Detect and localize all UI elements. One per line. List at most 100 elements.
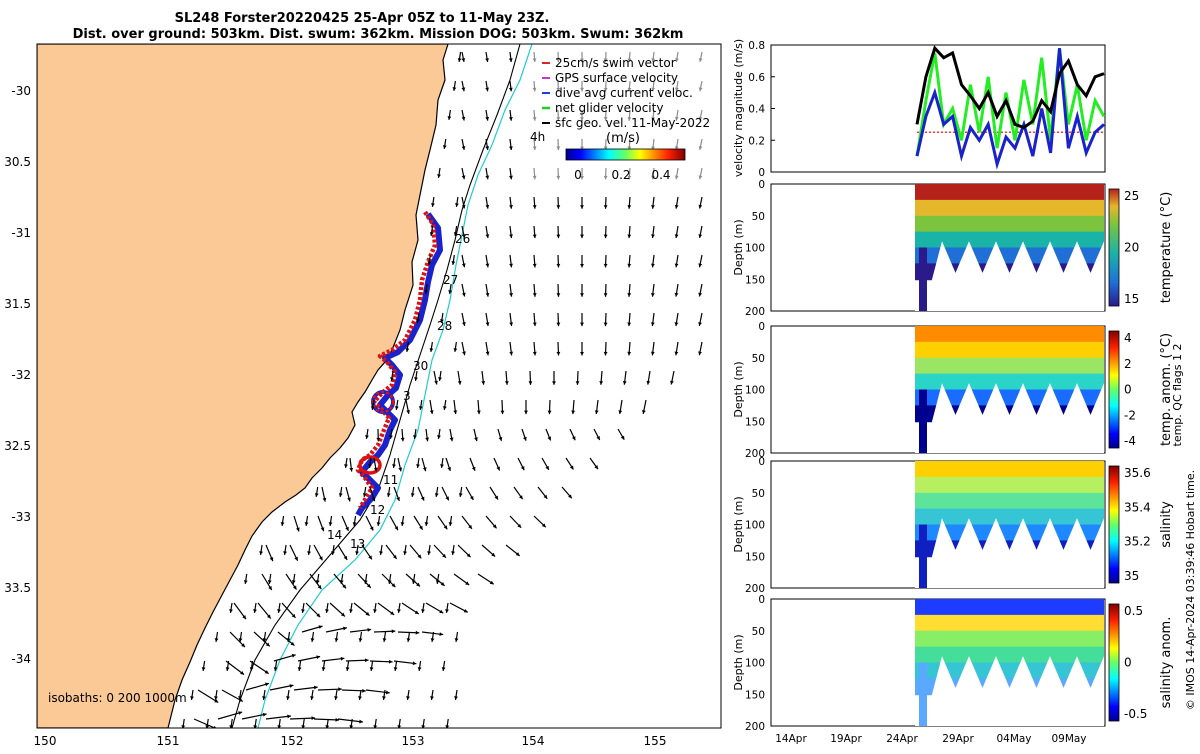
speed-colorbar [566, 149, 685, 160]
y-tick: 150 [745, 689, 765, 701]
section-deep-profile [919, 390, 927, 454]
y-tick: 0 [758, 456, 765, 468]
y-tick: 0 [758, 321, 765, 333]
y-tick: 150 [745, 274, 765, 286]
legend-item: sfc geo. vel. 11-May-2022 [555, 116, 710, 130]
colorbar-tick: 0.5 [1124, 604, 1143, 618]
depth-ylabel: Depth (m) [732, 634, 745, 690]
y-tick: 0.2 [748, 135, 765, 147]
colorbar-tick: -4 [1124, 434, 1136, 448]
x-tick: 29Apr [942, 733, 974, 745]
y-tick: 0 [758, 167, 765, 179]
colorbar-label: salinity anom. [1159, 617, 1174, 709]
depth-ylabel: Depth (m) [732, 361, 745, 417]
section-band [915, 461, 1104, 478]
x-tick: 153 [402, 734, 425, 748]
colorbar-tick: 4 [1124, 331, 1132, 345]
legend-item: 25cm/s swim vector [555, 56, 676, 70]
x-tick: 24Apr [886, 733, 918, 745]
section-deep-profile [919, 663, 927, 727]
isobaths-label: isobaths: 0 200 1000m [48, 691, 187, 705]
day-label: 27 [443, 273, 458, 287]
map-x-axis: 150 151 152 153 154 155 [34, 734, 667, 748]
section-band [915, 342, 1104, 359]
x-tick: 09May [1051, 733, 1086, 745]
figure-title-line2: Dist. over ground: 503km. Dist. swum: 36… [73, 27, 684, 42]
y-tick: 32.5 [4, 439, 31, 453]
y-tick: 30.5 [4, 155, 31, 169]
colorbar-tick: 2 [1124, 357, 1132, 371]
y-tick: 0.8 [748, 40, 765, 52]
day-label: 28 [437, 319, 452, 333]
section-deep-profile [919, 525, 927, 589]
qc-note: temp. QC flags 1 2 [1171, 344, 1184, 447]
section-band [915, 615, 1104, 632]
y-tick: 100 [745, 243, 765, 255]
colorbar-tick: 35 [1124, 569, 1139, 583]
section-colorbar [1109, 189, 1119, 306]
colorbar-tick: -2 [1124, 408, 1136, 422]
colorbar-label: temperature (°C) [1159, 192, 1174, 304]
x-tick: 151 [157, 734, 180, 748]
section-band [915, 631, 1104, 648]
y-tick: 0.6 [748, 72, 765, 84]
figure-title-line1: SL248 Forster20220425 25-Apr 05Z to 11-M… [175, 11, 550, 26]
day-label: 14 [327, 528, 342, 542]
depth-ylabel: Depth (m) [732, 219, 745, 275]
section-band [915, 599, 1104, 616]
colorbar-tick: 20 [1124, 241, 1139, 255]
y-tick: 100 [745, 658, 765, 670]
y-tick: 0 [758, 594, 765, 606]
map-panel: 26 27 28 30 3 11 12 14 13 25cm/s swim ve… [4, 44, 721, 748]
footer-credit: © IMOS 14-Apr-2024 03:39:46 Hobart time. [1184, 470, 1197, 710]
day-label: 11 [383, 473, 398, 487]
y-tick: -30 [11, 84, 31, 98]
velocity-panel: velocity magnitude (m/s) 00.20.40.60.8 [732, 39, 1105, 179]
colorbar-tick: -0.5 [1124, 707, 1147, 721]
y-tick: -34 [11, 652, 31, 666]
y-tick: 200 [745, 306, 765, 318]
y-tick: 50 [752, 353, 765, 365]
legend-item: net glider velocity [555, 101, 663, 115]
x-tick: 150 [34, 734, 57, 748]
colorbar-unit: (m/s) [606, 131, 640, 146]
colorbar-tick: 25 [1124, 189, 1139, 203]
y-tick: 100 [745, 520, 765, 532]
section-band [915, 326, 1104, 343]
y-tick: -31 [11, 226, 31, 240]
scale-label: 4h [530, 130, 545, 144]
colorbar-tick: 0 [1124, 383, 1132, 397]
colorbar-tick: 15 [1124, 292, 1139, 306]
section-colorbar [1109, 604, 1119, 721]
colorbar-tick: 35.2 [1124, 535, 1151, 549]
colorbar-tick: 0 [1124, 656, 1132, 670]
day-label: 30 [413, 359, 428, 373]
section-deep-profile [919, 248, 927, 312]
section-band [915, 200, 1104, 217]
y-tick: -33 [11, 510, 31, 524]
colorbar-tick: 35.4 [1124, 500, 1151, 514]
y-tick: 50 [752, 626, 765, 638]
y-tick: 200 [745, 721, 765, 733]
legend-item: dive avg current veloc. [555, 86, 693, 100]
section-panel: 0 50 100 150 200 Depth (m) 0.5 0 -0.5 salinity an… [732, 594, 1174, 733]
y-tick: 150 [745, 416, 765, 428]
colorbar-tick: 0.4 [651, 168, 670, 182]
colorbar-tick: 35.6 [1124, 466, 1151, 480]
day-label: 26 [455, 232, 470, 246]
y-tick: 50 [752, 211, 765, 223]
colorbar-tick: 0 [574, 168, 582, 182]
y-tick: 31.5 [4, 297, 31, 311]
depth-ylabel: Depth (m) [732, 496, 745, 552]
y-tick: 150 [745, 551, 765, 563]
section-band [915, 477, 1104, 494]
section-band [915, 184, 1104, 201]
x-tick: 152 [281, 734, 304, 748]
y-tick: 100 [745, 385, 765, 397]
section-band [915, 493, 1104, 510]
x-tick: 154 [522, 734, 545, 748]
